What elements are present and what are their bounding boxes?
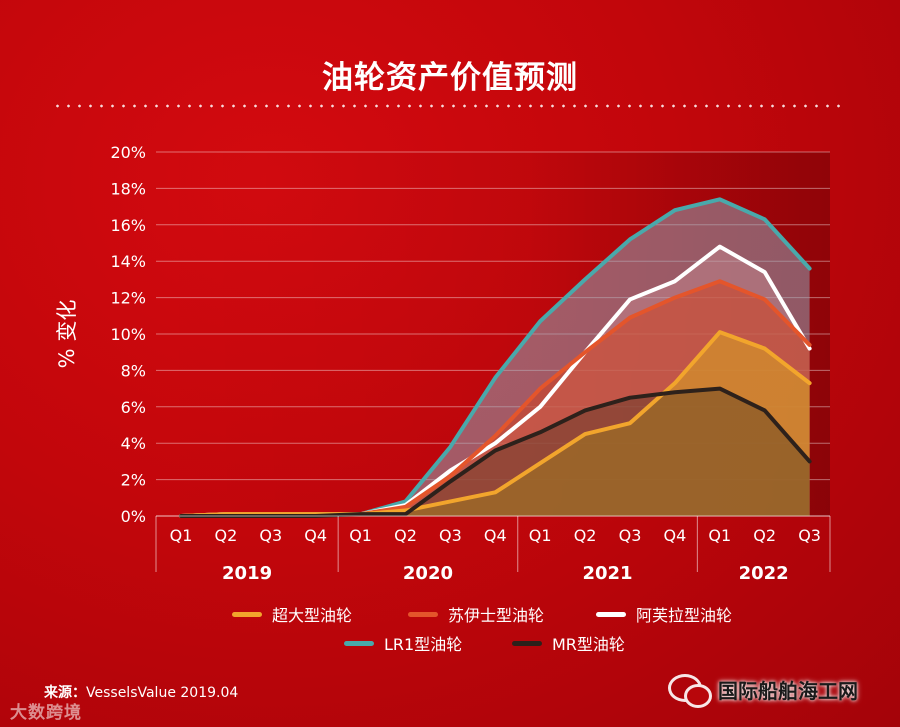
x-tick-label: Q2 — [394, 526, 417, 545]
legend-swatch-lr1 — [344, 640, 374, 646]
y-tick-label: 4% — [121, 434, 146, 453]
x-tick-label: Q3 — [619, 526, 642, 545]
x-tick-label: Q2 — [753, 526, 776, 545]
y-tick-label: 14% — [110, 252, 146, 271]
x-tick-label: Q3 — [259, 526, 282, 545]
x-tick-label: Q1 — [708, 526, 731, 545]
x-year-label: 2019 — [222, 563, 272, 584]
source-note: 来源：VesselsValue 2019.04 — [44, 682, 238, 702]
x-tick-label: Q4 — [304, 526, 327, 545]
legend-swatch-suezmax — [408, 611, 438, 617]
chart-title: 油轮资产价值预测 — [322, 60, 578, 96]
y-tick-label: 16% — [110, 216, 146, 235]
y-tick-label: 20% — [110, 143, 146, 162]
x-tick-label: Q3 — [439, 526, 462, 545]
legend-swatch-aframax — [596, 611, 626, 617]
x-tick-label: Q2 — [215, 526, 238, 545]
watermark-right-text: 国际船舶海工网 — [718, 678, 858, 703]
y-tick-label: 0% — [121, 507, 146, 526]
legend-swatch-vlcc — [232, 611, 262, 617]
x-tick-label: Q2 — [574, 526, 597, 545]
legend-item-suezmax: 苏伊士型油轮 — [408, 602, 544, 626]
legend-item-mr: MR型油轮 — [512, 631, 625, 655]
chart-canvas: 0% 2% 4% 6% 8% 10% 12% 14% 16% 18% 20% % 变化 Q1 Q2 Q3 Q4… — [55, 143, 830, 584]
x-tick-label: Q1 — [170, 526, 193, 545]
legend-label-mr: MR型油轮 — [552, 635, 625, 654]
watermark-left: 大数跨境 — [10, 703, 82, 723]
y-tick-label: 8% — [121, 361, 146, 380]
legend-item-vlcc: 超大型油轮 — [232, 602, 352, 626]
y-tick-label: 2% — [121, 471, 146, 490]
watermark-right: 国际船舶海工网 — [668, 672, 858, 708]
y-tick-label: 10% — [110, 325, 146, 344]
x-tick-label: Q4 — [664, 526, 687, 545]
y-tick-label: 6% — [121, 398, 146, 417]
x-year-label: 2020 — [403, 563, 453, 584]
legend-swatch-mr — [512, 640, 542, 646]
legend-label-vlcc: 超大型油轮 — [272, 606, 353, 625]
legend-label-suezmax: 苏伊士型油轮 — [448, 606, 545, 625]
x-tick-label: Q1 — [349, 526, 372, 545]
source-label: 来源： — [44, 685, 86, 701]
area-vlcc — [181, 332, 810, 516]
y-tick-label: 12% — [110, 289, 146, 308]
legend-label-lr1: LR1型油轮 — [384, 635, 463, 654]
legend-item-aframax: 阿芙拉型油轮 — [596, 602, 732, 626]
x-tick-label: Q3 — [798, 526, 821, 545]
x-tick-label: Q1 — [529, 526, 552, 545]
x-year-label: 2022 — [739, 563, 789, 584]
y-axis-title: % 变化 — [55, 300, 79, 369]
wechat-icon — [668, 672, 712, 708]
y-tick-label: 18% — [110, 179, 146, 198]
dotted-divider — [52, 104, 848, 108]
legend-label-aframax: 阿芙拉型油轮 — [636, 606, 733, 625]
x-year-label: 2021 — [582, 563, 632, 584]
legend: 超大型油轮 苏伊士型油轮 阿芙拉型油轮 LR1型油轮 MR型油轮 — [0, 598, 900, 658]
x-tick-label: Q4 — [484, 526, 507, 545]
legend-item-lr1: LR1型油轮 — [344, 631, 462, 655]
source-text: VesselsValue 2019.04 — [86, 685, 239, 701]
